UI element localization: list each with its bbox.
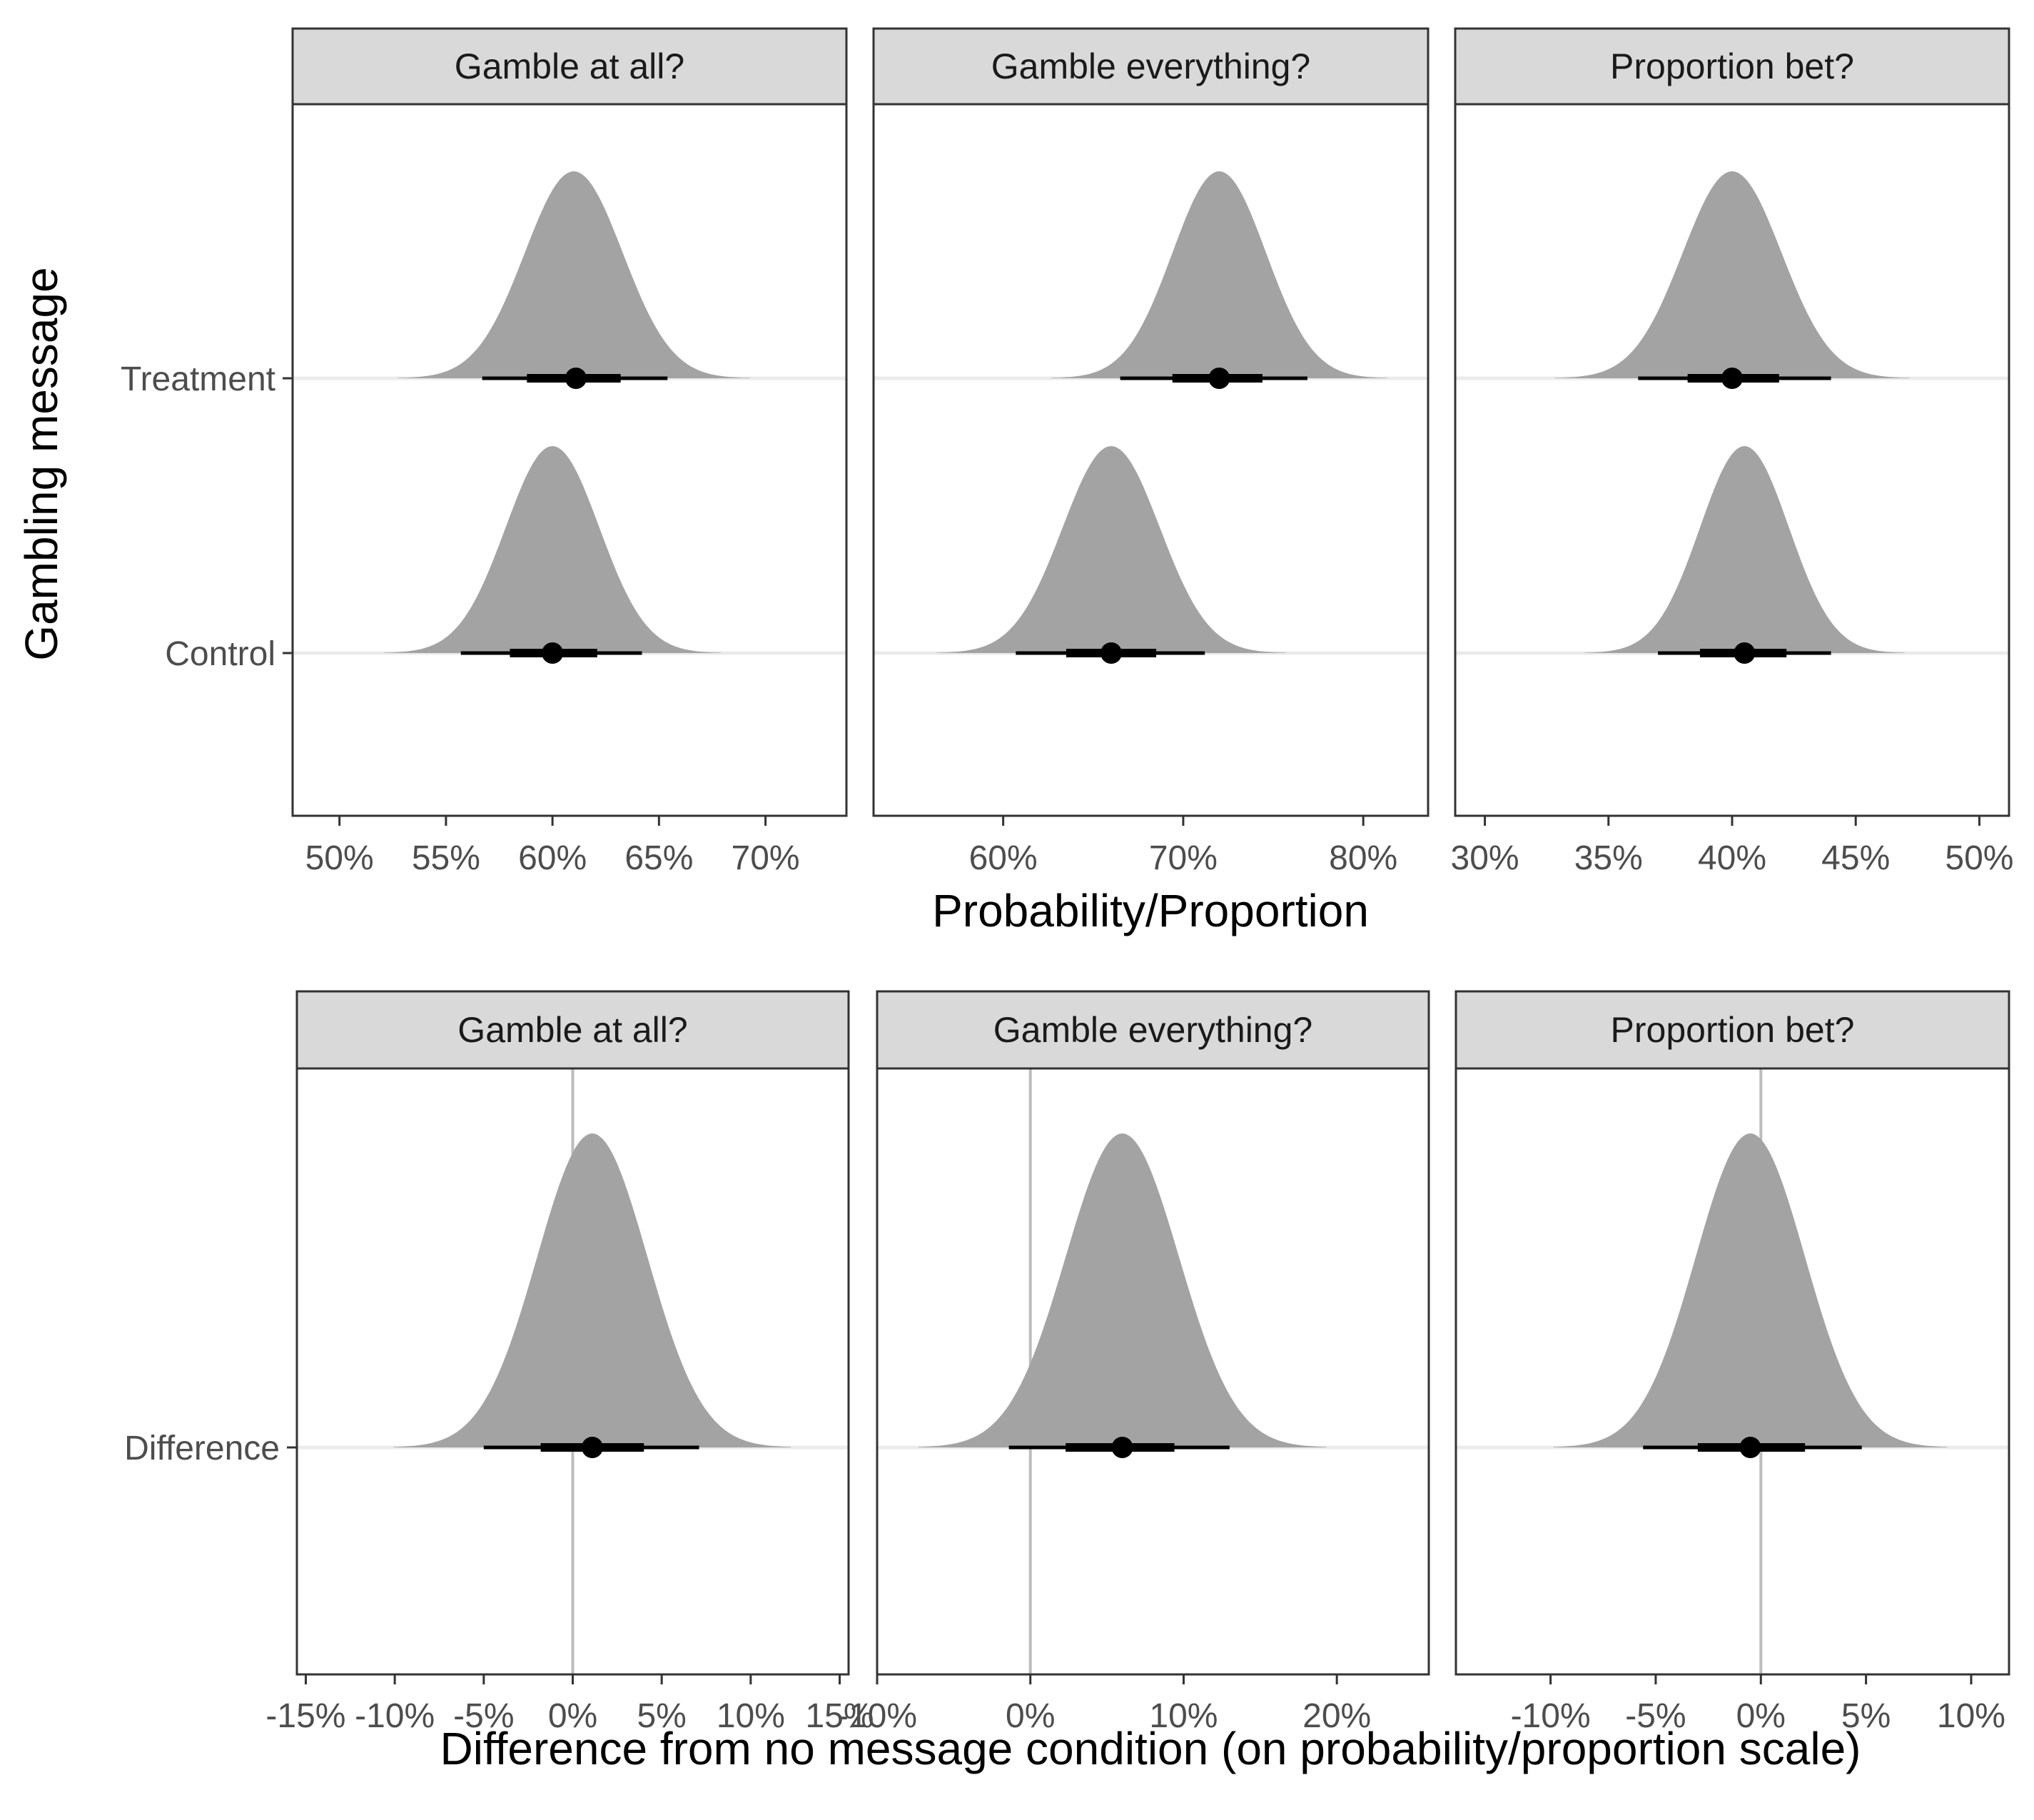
x-tick-label: -15% bbox=[265, 1697, 345, 1735]
facet-panel-0: Gamble at all? 50% 55% 60% 65% 70% Treatment Co… bbox=[121, 27, 848, 877]
x-tick-label: 20% bbox=[1302, 1697, 1371, 1735]
density-difference bbox=[918, 1133, 1327, 1447]
facet-strip-title: Gamble everything? bbox=[991, 46, 1310, 86]
point-estimate-control bbox=[1734, 642, 1756, 664]
x-tick-label: -10% bbox=[837, 1697, 917, 1735]
x-tick-label: 5% bbox=[1841, 1697, 1891, 1735]
top-x-axis-title: Probability/Proportion bbox=[932, 885, 1369, 936]
x-tick-label: -5% bbox=[453, 1697, 514, 1735]
density-control bbox=[936, 446, 1287, 653]
facet-panel-1: Gamble everything? 60% 70% 80% bbox=[872, 27, 1430, 877]
density-control bbox=[383, 446, 722, 653]
facet-panels: Gamble at all? 50% 55% 60% 65% 70% Treatment Co… bbox=[121, 27, 2013, 1735]
density-control bbox=[1584, 446, 1905, 653]
x-tick-label: 45% bbox=[1821, 839, 1890, 877]
facet-strip bbox=[1454, 27, 2010, 106]
x-tick-label: 10% bbox=[1149, 1697, 1218, 1735]
x-tick-label: 5% bbox=[637, 1697, 686, 1735]
point-estimate-difference bbox=[581, 1437, 603, 1458]
y-tick-label: Treatment bbox=[121, 360, 275, 398]
facet-panel-5: Proportion bet? -10% -5% 0% 5% 10% bbox=[1454, 990, 2010, 1735]
x-tick-label: 0% bbox=[1006, 1697, 1055, 1735]
facet-strip-title: Proportion bet? bbox=[1611, 1010, 1855, 1050]
x-tick-label: 55% bbox=[412, 839, 480, 877]
x-tick-label: 15% bbox=[805, 1697, 874, 1735]
facet-panel-4: Gamble everything? -10% 0% 10% 20% bbox=[837, 990, 1430, 1735]
x-tick-label: 10% bbox=[717, 1697, 785, 1735]
y-tick-label: Control bbox=[165, 635, 275, 673]
density-difference bbox=[1553, 1133, 1948, 1447]
x-tick-label: 40% bbox=[1698, 839, 1766, 877]
density-treatment bbox=[397, 171, 751, 378]
panel-border bbox=[872, 103, 1430, 817]
x-tick-label: -5% bbox=[1625, 1697, 1686, 1735]
facet-strip bbox=[1454, 990, 2010, 1070]
x-tick-label: 30% bbox=[1451, 839, 1519, 877]
density-treatment bbox=[1051, 171, 1388, 378]
x-tick-label: 50% bbox=[1945, 839, 2013, 877]
point-estimate-control bbox=[1101, 642, 1122, 664]
facet-strip-title: Gamble at all? bbox=[455, 46, 684, 86]
point-estimate-treatment bbox=[1721, 368, 1743, 389]
y-axis-title: Gambling message bbox=[16, 267, 67, 660]
x-tick-label: 35% bbox=[1574, 839, 1643, 877]
panel-border bbox=[876, 1067, 1430, 1676]
x-tick-label: 70% bbox=[732, 839, 800, 877]
point-estimate-treatment bbox=[565, 368, 587, 389]
x-tick-label: 80% bbox=[1329, 839, 1397, 877]
point-estimate-difference bbox=[1111, 1437, 1133, 1458]
facet-strip-title: Gamble at all? bbox=[457, 1010, 687, 1050]
facet-strip-title: Gamble everything? bbox=[993, 1010, 1312, 1050]
x-tick-label: 65% bbox=[624, 839, 693, 877]
x-tick-label: -10% bbox=[355, 1697, 435, 1735]
panel-border bbox=[291, 103, 848, 817]
point-estimate-treatment bbox=[1208, 368, 1230, 389]
density-difference bbox=[393, 1133, 791, 1447]
x-tick-label: 10% bbox=[1937, 1697, 2005, 1735]
point-estimate-control bbox=[542, 642, 564, 664]
x-tick-label: 0% bbox=[1736, 1697, 1786, 1735]
facet-panel-2: Proportion bet? 30% 35% 40% 45% 50% bbox=[1451, 27, 2013, 877]
x-tick-label: 60% bbox=[969, 839, 1038, 877]
panel-background bbox=[874, 104, 1428, 816]
facet-panel-3: Gamble at all? -15% -10% -5% 0% 5% 10% 15% Diffe… bbox=[124, 990, 874, 1735]
x-tick-label: -10% bbox=[1511, 1697, 1591, 1735]
facet-strip-title: Proportion bet? bbox=[1610, 46, 1854, 86]
facet-strip bbox=[876, 990, 1430, 1070]
y-tick-label: Difference bbox=[124, 1430, 280, 1467]
point-estimate-difference bbox=[1739, 1437, 1761, 1458]
density-treatment bbox=[1554, 171, 1911, 378]
bottom-x-axis-title: Difference from no message condition (on… bbox=[440, 1723, 1861, 1774]
panel-border bbox=[1454, 1067, 2010, 1676]
x-tick-label: 0% bbox=[548, 1697, 597, 1735]
x-tick-label: 70% bbox=[1149, 839, 1218, 877]
x-tick-label: 60% bbox=[518, 839, 587, 877]
x-tick-label: 50% bbox=[305, 839, 374, 877]
facet-strip bbox=[872, 27, 1430, 106]
